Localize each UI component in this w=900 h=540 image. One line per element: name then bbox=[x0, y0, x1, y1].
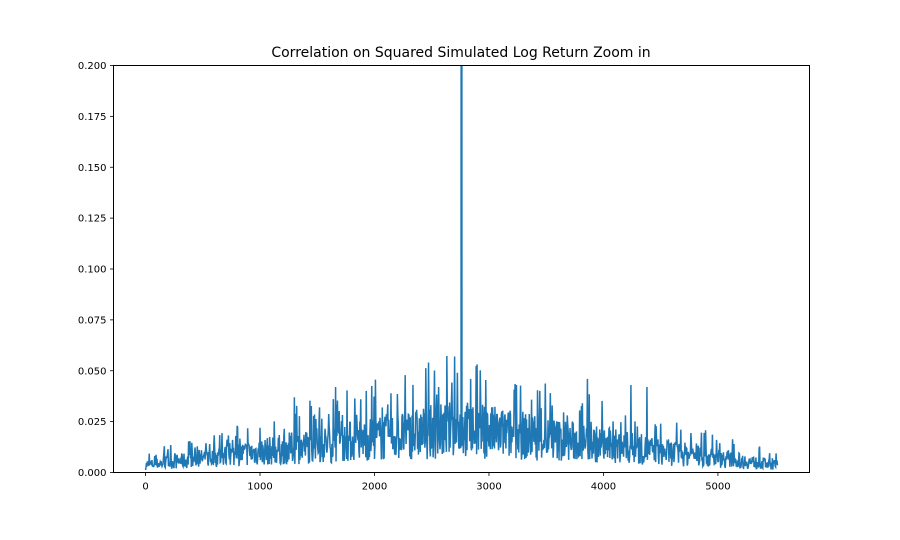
y-tick-label: 0.000 bbox=[78, 468, 107, 479]
y-tick-label: 0.125 bbox=[78, 214, 107, 225]
x-tick-label: 1000 bbox=[247, 482, 272, 493]
x-axis: 0 1000 2000 3000 4000 5000 bbox=[142, 472, 731, 493]
x-tick-label: 5000 bbox=[705, 482, 730, 493]
y-tick-label: 0.025 bbox=[78, 417, 107, 428]
series-layer bbox=[144, 65, 779, 471]
y-tick-label: 0.100 bbox=[78, 265, 107, 276]
x-tick-label: 2000 bbox=[362, 482, 387, 493]
y-tick-label: 0.150 bbox=[78, 163, 107, 174]
y-axis: 0.000 0.025 0.050 0.075 0.100 0.125 0.150 0.175… bbox=[78, 61, 114, 479]
y-tick-label: 0.050 bbox=[78, 366, 107, 377]
y-tick-label: 0.175 bbox=[78, 112, 107, 123]
x-tick-label: 3000 bbox=[476, 482, 501, 493]
series-line bbox=[144, 65, 779, 471]
y-tick-label: 0.075 bbox=[78, 315, 107, 326]
x-tick-label: 4000 bbox=[591, 482, 616, 493]
y-tick-label: 0.200 bbox=[78, 61, 107, 72]
chart-title: Correlation on Squared Simulated Log Ret… bbox=[271, 45, 650, 61]
x-tick-label: 0 bbox=[142, 482, 148, 493]
